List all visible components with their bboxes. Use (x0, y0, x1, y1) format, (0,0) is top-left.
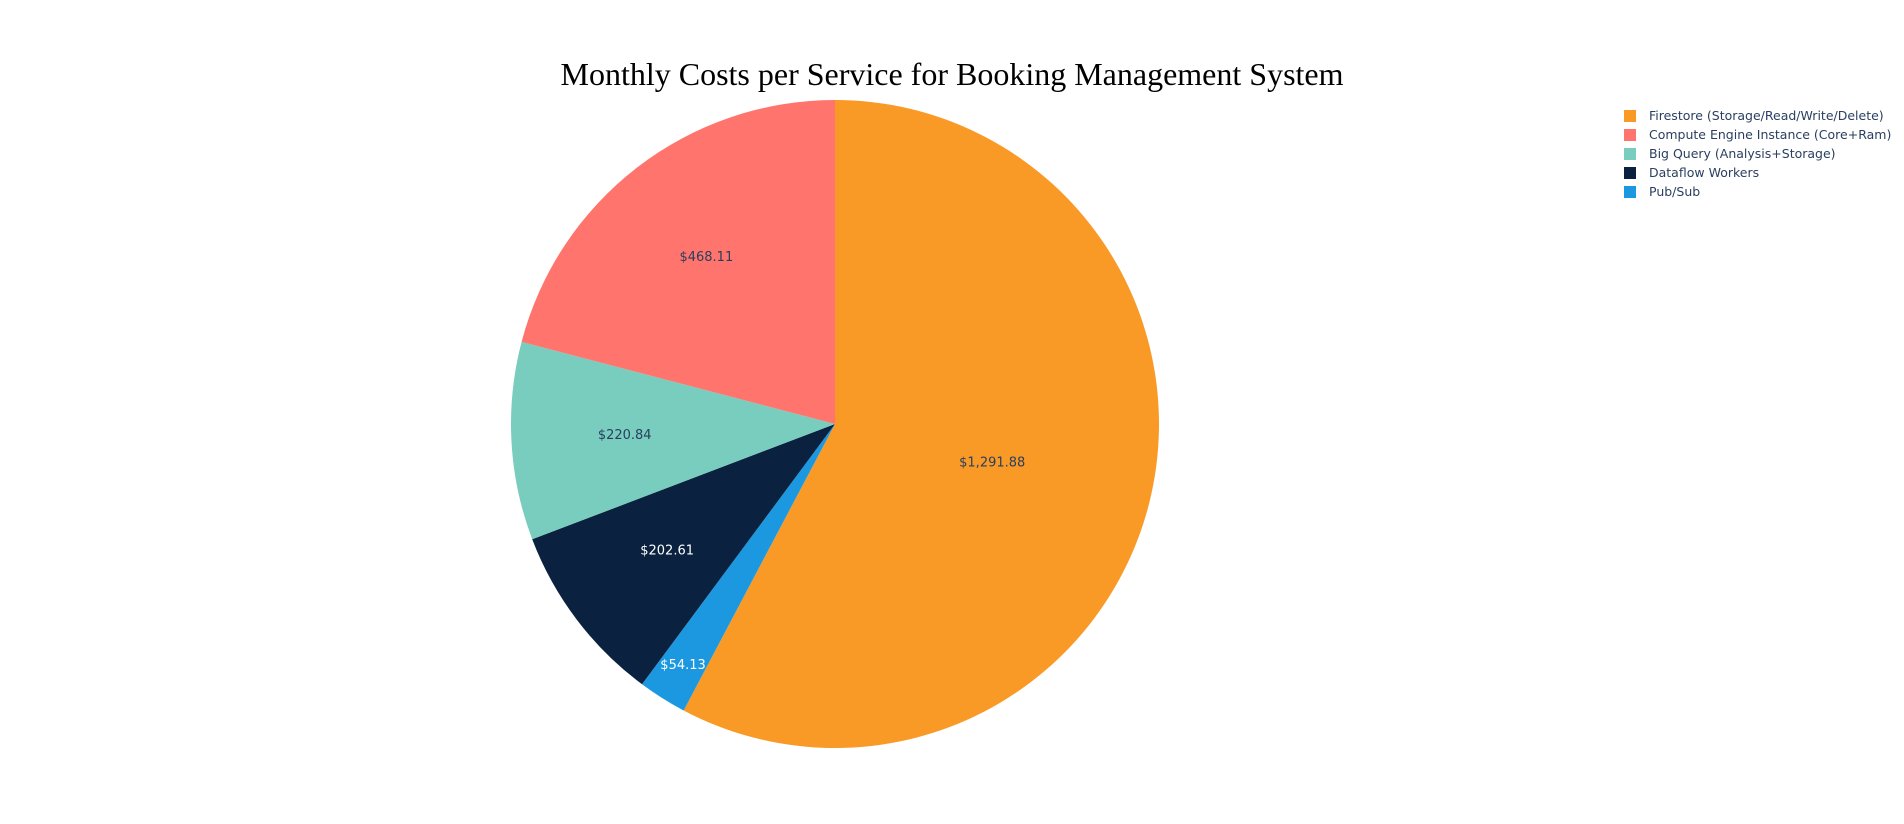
pie-slice-dataflow-workers[interactable] (532, 424, 835, 685)
slice-label-compute-engine-instance-core-ram: $468.11 (679, 250, 733, 265)
legend-label: Big Query (Analysis+Storage) (1649, 146, 1836, 161)
pie-slice-pub-sub[interactable] (642, 424, 835, 711)
legend-item-big-query-analysis-storage[interactable]: Big Query (Analysis+Storage) (1624, 144, 1891, 163)
slice-label-firestore-storage-read-write-delete: $1,291.88 (959, 455, 1025, 470)
chart-title: Monthly Costs per Service for Booking Ma… (560, 56, 1344, 92)
pie-slice-compute-engine-instance-core-ram[interactable] (521, 100, 835, 424)
legend-item-compute-engine-instance-core-ram[interactable]: Compute Engine Instance (Core+Ram) (1624, 125, 1891, 144)
legend-item-dataflow-workers[interactable]: Dataflow Workers (1624, 163, 1891, 182)
legend-swatch (1624, 185, 1636, 198)
legend-label: Firestore (Storage/Read/Write/Delete) (1649, 108, 1884, 123)
slice-label-pub-sub: $54.13 (660, 658, 706, 673)
legend-swatch (1624, 128, 1636, 141)
pie-slice-firestore-storage-read-write-delete[interactable] (683, 100, 1160, 749)
legend-item-pub-sub[interactable]: Pub/Sub (1624, 182, 1891, 201)
legend-swatch (1624, 147, 1636, 160)
slice-label-big-query-analysis-storage: $220.84 (598, 428, 652, 443)
legend-item-firestore-storage-read-write-delete[interactable]: Firestore (Storage/Read/Write/Delete) (1624, 106, 1891, 125)
legend-swatch (1624, 166, 1636, 179)
pie-slice-big-query-analysis-storage[interactable] (510, 341, 835, 540)
legend-label: Compute Engine Instance (Core+Ram) (1649, 127, 1892, 142)
legend-label: Pub/Sub (1649, 184, 1701, 199)
legend: Firestore (Storage/Read/Write/Delete) Com… (1624, 106, 1891, 201)
legend-label: Dataflow Workers (1649, 165, 1760, 180)
legend-swatch (1624, 109, 1636, 122)
slice-label-dataflow-workers: $202.61 (640, 544, 694, 559)
